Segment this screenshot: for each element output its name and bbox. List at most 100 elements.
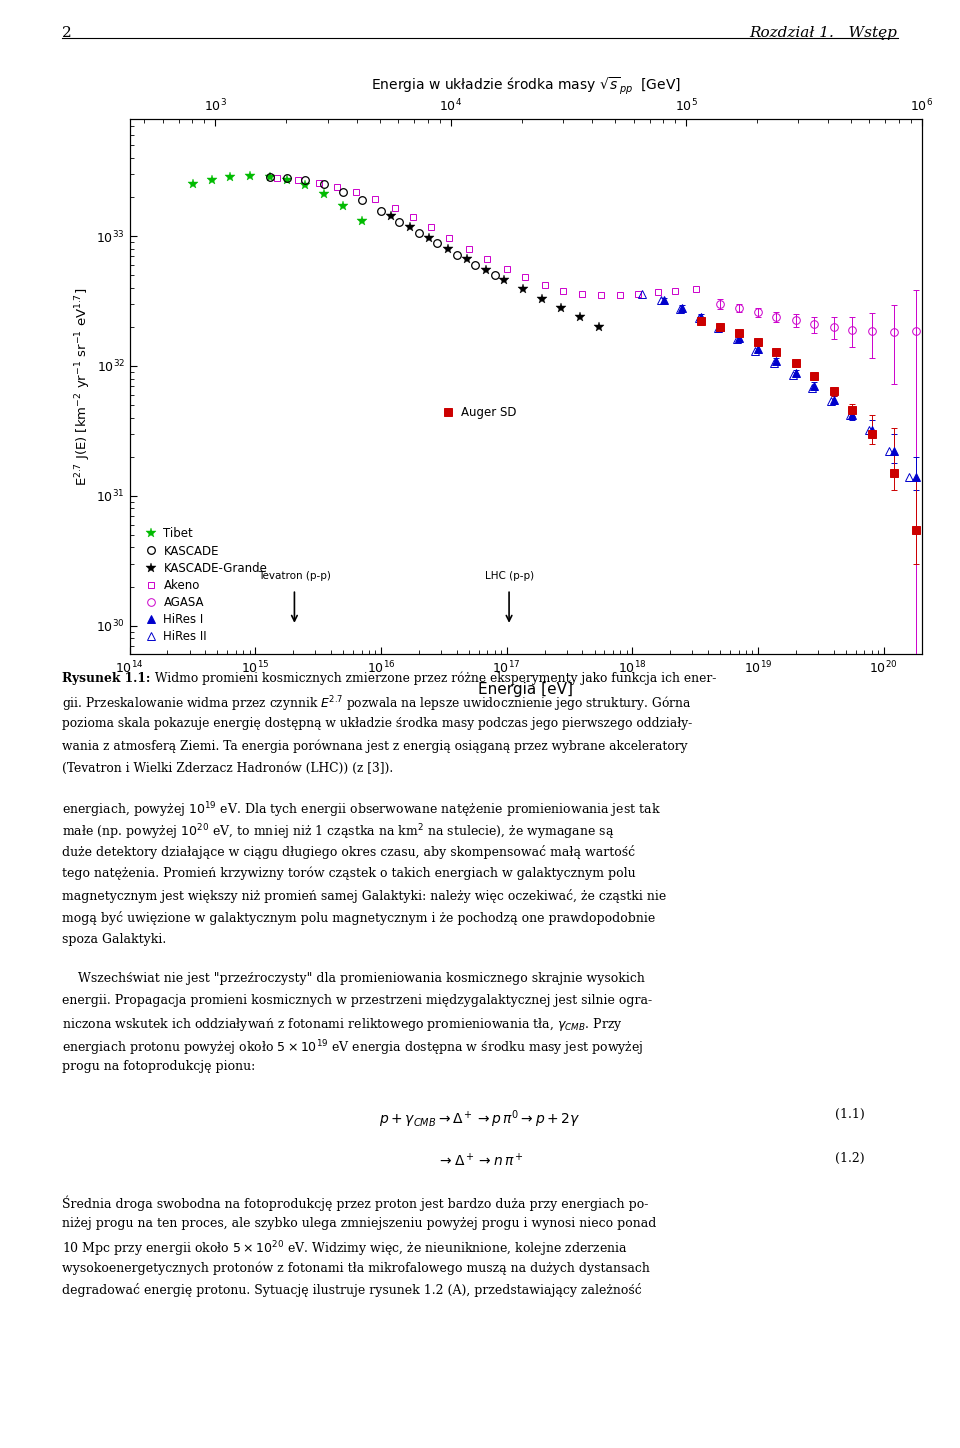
HiRes II (750, 342, 761, 359)
Text: wania z atmosferą Ziemi. Ta energia porównana jest z energią osiąganą przez wybr: wania z atmosferą Ziemi. Ta energia poró… (62, 738, 688, 753)
Akeno (519, 269, 531, 287)
Line: KASCADE: KASCADE (266, 174, 498, 279)
KASCADE-Grande (555, 300, 566, 317)
Akeno (690, 281, 702, 298)
HiRes II (826, 392, 837, 410)
Line: Akeno: Akeno (274, 175, 699, 298)
KASCADE-Grande (442, 240, 453, 258)
HiRes II (787, 366, 799, 384)
KASCADE (281, 169, 293, 187)
Akeno (370, 191, 381, 209)
KASCADE-Grande (404, 219, 416, 236)
Text: (1.1): (1.1) (835, 1108, 865, 1121)
KASCADE (356, 191, 368, 209)
Y-axis label: E$^{2.7}$ J(E) [km$^{-2}$ yr$^{-1}$ sr$^{-1}$ eV$^{1.7}$]: E$^{2.7}$ J(E) [km$^{-2}$ yr$^{-1}$ sr$^… (74, 288, 93, 485)
Tibet (300, 177, 311, 194)
Text: mogą być uwięzione w galaktycznym polu magnetycznym i że pochodzą one prawdopodo: mogą być uwięzione w galaktycznym polu m… (62, 911, 656, 925)
Text: Średnia droga swobodna na fotoprodukcję przez proton jest bardzo duża przy energ: Średnia droga swobodna na fotoprodukcję … (62, 1195, 649, 1211)
Akeno (614, 287, 626, 304)
Akeno (539, 277, 550, 294)
Akeno (652, 284, 663, 301)
KASCADE (300, 171, 311, 188)
KASCADE (318, 175, 329, 193)
KASCADE-Grande (498, 271, 510, 288)
Text: degradować energię protonu. Sytuację ilustruje rysunek 1.2 (A), przedstawiający : degradować energię protonu. Sytuację ilu… (62, 1283, 642, 1297)
Text: Rozdział 1.   Wstęp: Rozdział 1. Wstęp (750, 26, 898, 41)
Text: duże detektory działające w ciągu długiego okres czasu, aby skompensować małą wa: duże detektory działające w ciągu długie… (62, 844, 636, 859)
Tibet (206, 171, 218, 188)
HiRes II (845, 405, 856, 423)
KASCADE-Grande (536, 290, 547, 307)
Legend: Auger SD: Auger SD (437, 401, 521, 424)
Akeno (670, 282, 682, 300)
KASCADE-Grande (593, 319, 605, 336)
KASCADE-Grande (385, 207, 396, 224)
X-axis label: Energia [eV]: Energia [eV] (478, 682, 573, 696)
Text: (Tevatron i Wielki Zderzacz Hadronów (LHC)) (z [3]).: (Tevatron i Wielki Zderzacz Hadronów (LH… (62, 762, 394, 775)
HiRes II (675, 300, 686, 317)
HiRes II (769, 355, 780, 372)
Akeno (463, 240, 474, 258)
Akeno (632, 285, 643, 303)
KASCADE (337, 182, 348, 200)
HiRes II (712, 320, 724, 337)
X-axis label: Energia w układzie środka masy $\sqrt{s}_{pp}$  [GeV]: Energia w układzie środka masy $\sqrt{s}… (371, 75, 681, 97)
Text: LHC (p-p): LHC (p-p) (485, 572, 534, 582)
KASCADE (451, 246, 463, 264)
Text: energiach, powyżej $10^{19}$ eV. Dla tych energii obserwowane natężenie promieni: energiach, powyżej $10^{19}$ eV. Dla tyc… (62, 801, 661, 821)
Text: Rysunek 1.1:: Rysunek 1.1: (62, 672, 151, 685)
Text: (1.2): (1.2) (835, 1151, 865, 1164)
HiRes II (883, 443, 895, 460)
Line: HiRes II: HiRes II (638, 290, 914, 481)
KASCADE (431, 235, 443, 252)
KASCADE-Grande (423, 229, 435, 246)
HiRes II (863, 421, 875, 439)
KASCADE-Grande (461, 251, 472, 268)
Akeno (501, 261, 513, 278)
Akeno (444, 229, 455, 246)
KASCADE-Grande (480, 261, 492, 278)
Text: progu na fotoprodukcję pionu:: progu na fotoprodukcję pionu: (62, 1060, 255, 1073)
Tibet (264, 168, 276, 185)
Text: $p + \gamma_{CMB} \rightarrow \Delta^+ \rightarrow p\,\pi^0 \rightarrow p + 2\ga: $p + \gamma_{CMB} \rightarrow \Delta^+ \… (379, 1108, 581, 1129)
Akeno (482, 251, 493, 268)
Tibet (318, 185, 329, 203)
Text: małe (np. powyżej $10^{20}$ eV, to mniej niż 1 cząstka na km$^2$ na stulecie), ż: małe (np. powyżej $10^{20}$ eV, to mniej… (62, 822, 614, 843)
Text: pozioma skala pokazuje energię dostępną w układzie środka masy podczas jego pier: pozioma skala pokazuje energię dostępną … (62, 717, 693, 730)
Akeno (293, 171, 304, 188)
KASCADE (394, 213, 405, 230)
Akeno (313, 174, 324, 191)
Text: niżej progu na ten proces, ale szybko ulega zmniejszeniu powyżej progu i wynosi : niżej progu na ten proces, ale szybko ul… (62, 1218, 657, 1231)
Akeno (595, 287, 607, 304)
KASCADE (489, 266, 500, 284)
Text: $\rightarrow \Delta^+ \rightarrow n\,\pi^+$: $\rightarrow \Delta^+ \rightarrow n\,\pi… (437, 1151, 523, 1169)
Akeno (425, 219, 437, 236)
HiRes II (732, 330, 743, 348)
KASCADE-Grande (517, 281, 529, 298)
KASCADE (264, 168, 276, 185)
KASCADE (413, 224, 424, 242)
Text: tego natężenia. Promień krzywizny torów cząstek o takich energiach w galaktyczny: tego natężenia. Promień krzywizny torów … (62, 867, 636, 880)
HiRes II (806, 379, 818, 397)
Akeno (577, 285, 588, 303)
Text: spoza Galaktyki.: spoza Galaktyki. (62, 933, 167, 946)
Text: wysokoenergetycznych protonów z fotonami tła mikrofalowego muszą na dużych dysta: wysokoenergetycznych protonów z fotonami… (62, 1261, 650, 1274)
KASCADE-Grande (574, 308, 586, 326)
Akeno (272, 169, 283, 187)
Text: niczona wskutek ich oddziaływań z fotonami reliktowego promieniowania tła, $\gam: niczona wskutek ich oddziaływań z fotona… (62, 1016, 623, 1034)
KASCADE (375, 203, 387, 220)
HiRes II (656, 291, 667, 308)
Text: gii. Przeskalowanie widma przez czynnik $E^{2.7}$ pozwala na lepsze uwidocznieni: gii. Przeskalowanie widma przez czynnik … (62, 694, 692, 714)
Akeno (557, 282, 568, 300)
HiRes II (636, 285, 648, 303)
Tibet (187, 175, 199, 193)
Akeno (350, 184, 362, 201)
Text: 10 Mpc przy energii około $5 \times 10^{20}$ eV. Widzimy więc, że nieuniknione, : 10 Mpc przy energii około $5 \times 10^{… (62, 1239, 628, 1258)
Line: KASCADE-Grande: KASCADE-Grande (386, 211, 604, 332)
Akeno (390, 198, 401, 216)
Akeno (331, 178, 343, 195)
Tibet (225, 168, 236, 185)
Text: Wszechświat nie jest "przeźroczysty" dla promieniowania kosmicznego skrajnie wys: Wszechświat nie jest "przeźroczysty" dla… (62, 972, 645, 985)
Akeno (407, 209, 419, 226)
Text: energii. Propagacja promieni kosmicznych w przestrzeni międzygalaktycznej jest s: energii. Propagacja promieni kosmicznych… (62, 995, 653, 1008)
